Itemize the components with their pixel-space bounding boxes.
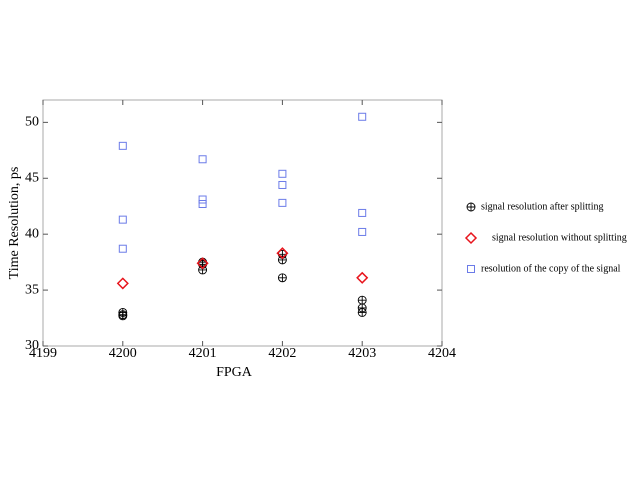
legend-label: signal resolution without splitting — [492, 232, 627, 243]
marker-shape — [278, 169, 287, 178]
data-point — [278, 180, 287, 189]
marker-shape — [118, 311, 127, 320]
plot-frame — [42, 99, 443, 347]
data-point — [198, 155, 207, 164]
y-tick-label: 50 — [25, 115, 39, 130]
x-tick-label: 4202 — [268, 346, 296, 361]
x-axis-label: FPGA — [216, 365, 253, 380]
data-point — [198, 265, 208, 275]
y-tick-label: 45 — [25, 170, 39, 185]
data-point — [276, 247, 289, 260]
marker-shape — [118, 215, 127, 224]
marker-shape — [278, 180, 287, 189]
data-point — [357, 295, 367, 305]
data-point — [118, 141, 127, 150]
data-point — [278, 198, 287, 207]
data-point — [358, 227, 367, 236]
marker-shape — [278, 198, 287, 207]
legend-marker — [466, 202, 476, 212]
data-point — [196, 257, 209, 270]
data-point — [198, 199, 207, 208]
y-tick-label: 35 — [25, 282, 39, 297]
x-tick-label: 4200 — [109, 346, 137, 361]
x-tick-label: 4204 — [428, 346, 456, 361]
legend-label: resolution of the copy of the signal — [481, 263, 621, 274]
marker-shape — [358, 296, 367, 305]
marker-shape — [118, 141, 127, 150]
data-point — [118, 244, 127, 253]
data-point — [116, 277, 129, 290]
data-point — [118, 215, 127, 224]
marker-shape — [358, 308, 367, 317]
data-point — [277, 273, 287, 283]
x-tick-label: 4203 — [348, 346, 376, 361]
marker-shape — [198, 155, 207, 164]
data-point — [357, 308, 367, 317]
data-point — [278, 169, 287, 178]
x-tick-label: 4201 — [189, 346, 217, 361]
data-point — [358, 112, 367, 121]
data-point — [356, 271, 369, 284]
data-point — [198, 195, 207, 204]
marker-shape — [358, 227, 367, 236]
data-point — [358, 208, 367, 217]
marker-shape — [467, 203, 475, 211]
marker-shape — [358, 112, 367, 121]
legend-label: signal resolution after splitting — [481, 201, 603, 212]
marker-shape — [467, 265, 475, 273]
y-axis-label: Time Resolution, ps — [7, 167, 22, 280]
x-tick-label: 4199 — [29, 346, 57, 361]
marker-shape — [198, 195, 207, 204]
marker-shape — [198, 199, 207, 208]
marker-shape — [276, 247, 289, 260]
marker-shape — [196, 257, 209, 270]
marker-shape — [464, 231, 478, 245]
legend-marker — [467, 265, 475, 273]
legend-marker — [464, 231, 478, 245]
data-point — [118, 311, 128, 321]
y-tick-label: 40 — [25, 226, 39, 241]
marker-shape — [116, 277, 129, 290]
data-point — [277, 255, 287, 265]
marker-shape — [118, 244, 127, 253]
marker-shape — [356, 271, 369, 284]
y-tick-label: 30 — [25, 338, 39, 353]
marker-shape — [358, 208, 367, 217]
marker-shape — [278, 273, 287, 282]
